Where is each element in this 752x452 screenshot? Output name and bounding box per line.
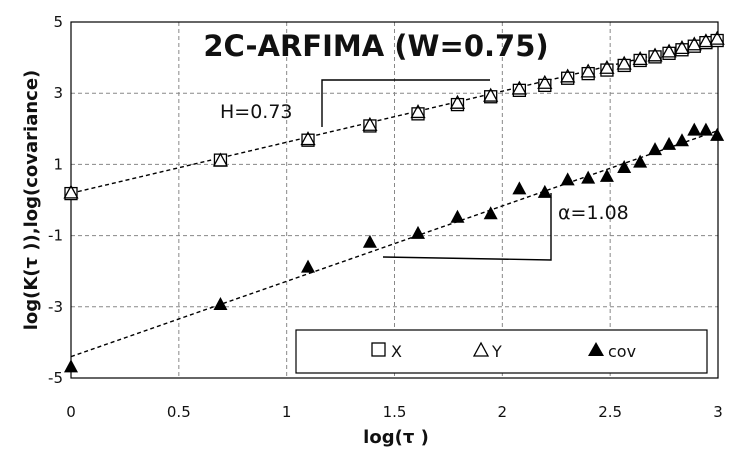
data-point-y [686,36,702,51]
x-tick-labels: 0 0.5 1 1.5 2 2.5 3 [66,403,723,421]
data-point-y [709,30,725,45]
data-point-y [300,131,316,146]
data-point-y [599,59,615,74]
y-tick-label: 5 [53,13,63,31]
x-tick-label: 1.5 [383,403,407,421]
fit-label-alpha: α=1.08 [558,202,629,224]
x-tick-label: 2 [498,403,508,421]
data-point-y [483,87,499,102]
data-point-y [647,47,663,62]
data-point-cov [483,206,498,220]
slope-indicator-alpha [382,193,552,261]
y-tick-label: 1 [53,155,63,173]
legend-box [295,329,708,374]
data-point-y [674,39,690,54]
slope-indicator-h [321,79,490,127]
data-point-cov [662,136,677,150]
data-point-y [449,94,466,109]
legend-marker-y [472,341,490,357]
data-point-cov [537,184,552,198]
data-point-cov [64,359,78,373]
data-point-y [661,43,677,58]
data-point-y [616,55,632,70]
legend-marker-x [371,342,386,357]
legend-label-cov: cov [608,342,636,361]
data-point-cov [687,122,702,136]
slope-indicators [321,79,552,261]
x-axis-label: log(τ ) [363,427,429,448]
data-point-y [410,104,426,119]
data-point-cov [301,259,316,273]
data-point-cov [581,170,596,184]
data-point-cov [362,234,377,248]
y-tick-label: -1 [48,227,63,245]
data-point-y [511,80,527,95]
y-tick-label: -5 [48,369,63,387]
y-axis-label: log(K(τ )),log(covariance) [21,70,42,331]
data-point-cov [599,168,614,182]
legend-label-y: Y [491,342,502,361]
data-point-cov [674,133,689,147]
data-point-y [362,116,378,131]
data-point-cov [411,225,426,239]
data-point-y [212,152,229,167]
legend: X Y cov [295,329,708,374]
x-tick-label: 0 [66,403,76,421]
data-point-y [560,68,576,83]
data-point-cov [617,159,632,173]
data-point-cov [648,142,663,156]
data-point-cov [512,181,527,195]
fit-label-h: H=0.73 [220,101,293,123]
data-point-x [538,78,552,93]
x-tick-label: 2.5 [598,403,622,421]
x-tick-label: 1 [282,403,292,421]
fit-line-alpha [70,129,719,358]
data-point-cov [710,127,725,141]
legend-label-x: X [391,342,402,361]
data-point-y [698,33,714,48]
data-point-cov [450,209,465,223]
y-tick-label: -3 [48,298,63,316]
data-point-cov [213,297,228,311]
y-tick-labels: -5 -3 -1 1 3 5 [48,13,63,387]
data-point-cov [633,154,648,168]
data-point-y [632,51,648,66]
data-point-y [63,184,79,199]
data-point-y [537,74,553,89]
data-point-y [580,63,596,78]
y-tick-label: 3 [53,84,63,102]
legend-marker-cov [588,342,604,356]
x-tick-label: 3 [713,403,723,421]
data-point-cov [560,172,575,186]
x-tick-label: 0.5 [167,403,191,421]
data-point-cov [698,122,713,136]
data-marks [63,30,725,373]
data-point-x [213,153,228,167]
chart-title: 2C-ARFIMA (W=0.75) [203,29,548,63]
